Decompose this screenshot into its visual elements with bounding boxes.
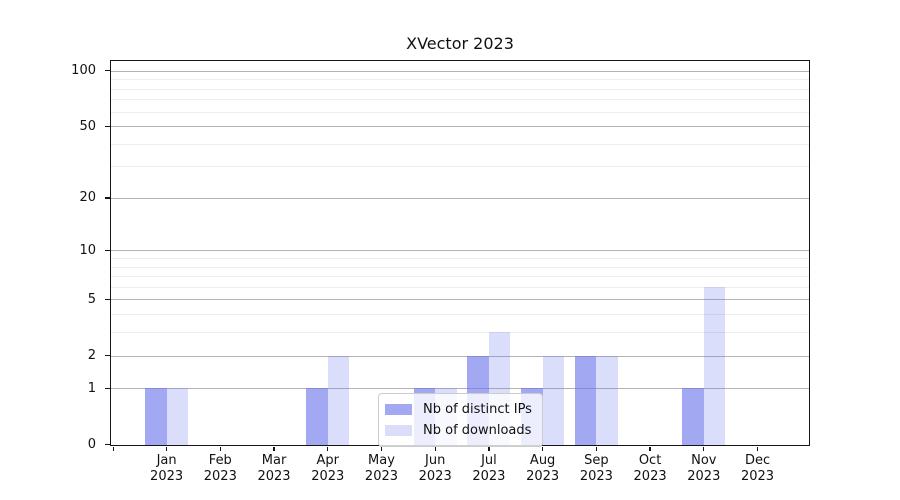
x-tick-mark <box>488 446 490 451</box>
bar-downloads-apr <box>327 355 350 446</box>
gridline-major <box>110 250 810 252</box>
gridline-minor <box>110 79 810 81</box>
gridline-major <box>110 126 810 128</box>
bar-distinct-ips-jan <box>145 388 167 446</box>
x-tick-mark <box>703 446 705 451</box>
legend-label: Nb of distinct IPs <box>423 402 532 417</box>
y-tick-label: 0 <box>87 437 96 452</box>
y-tick-label: 2 <box>87 348 96 364</box>
y-tick-mark <box>104 70 110 72</box>
gridline-minor <box>110 111 810 113</box>
bar-downloads-aug <box>542 355 565 446</box>
bar-downloads-sep <box>596 355 618 446</box>
y-tick-label: 1 <box>87 380 96 396</box>
gridline-minor <box>110 143 810 145</box>
gridline-minor <box>110 276 810 278</box>
gridline-minor <box>110 99 810 101</box>
x-tick-mark <box>166 446 168 451</box>
y-tick-label: 5 <box>87 291 96 307</box>
x-tick-mark-edge <box>112 446 115 451</box>
x-tick-label: Aug 2023 <box>526 452 560 485</box>
gridline-major <box>110 197 810 199</box>
bar-distinct-ips-nov <box>682 388 704 446</box>
x-tick-label: Sep 2023 <box>579 452 613 485</box>
y-tick-mark <box>104 355 110 357</box>
x-tick-mark <box>542 446 544 451</box>
x-tick-label: Jul 2023 <box>472 452 506 485</box>
x-tick-label: Nov 2023 <box>687 452 721 485</box>
x-tick-label: Apr 2023 <box>311 452 345 485</box>
gridline-major <box>110 355 810 357</box>
gridline-minor <box>110 88 810 90</box>
gridline-major <box>110 299 810 301</box>
bar-downloads-jan <box>166 388 189 446</box>
legend-swatch-downloads <box>385 425 412 436</box>
y-tick-label: 100 <box>71 63 96 79</box>
legend-swatch-distinct-ips <box>385 404 412 415</box>
y-tick-mark <box>104 249 110 252</box>
x-tick-mark <box>327 446 329 451</box>
gridline-minor <box>110 266 810 268</box>
bar-distinct-ips-sep <box>574 355 597 446</box>
x-tick-label: May 2023 <box>364 452 399 485</box>
x-tick-label: Mar 2023 <box>257 452 291 485</box>
y-tick-label: 50 <box>79 118 96 134</box>
legend-row: Nb of distinct IPs <box>385 399 534 420</box>
gridline-minor <box>110 258 810 259</box>
y-tick-label: 10 <box>79 242 96 258</box>
bar-downloads-nov <box>703 286 726 446</box>
gridline-minor <box>110 332 810 334</box>
y-tick-label: 20 <box>79 190 96 206</box>
gridline-minor <box>110 166 810 168</box>
x-tick-mark <box>380 446 383 451</box>
x-tick-mark <box>756 446 759 451</box>
bar-distinct-ips-apr <box>306 388 328 446</box>
y-tick-mark <box>104 197 110 199</box>
x-tick-mark <box>219 446 222 451</box>
y-tick-mark <box>104 125 110 127</box>
legend: Nb of distinct IPs Nb of downloads <box>378 393 543 447</box>
x-tick-label: Jan 2023 <box>150 452 184 485</box>
x-tick-label: Feb 2023 <box>203 452 237 485</box>
y-tick-mark <box>104 444 110 446</box>
y-tick-mark <box>104 298 110 301</box>
gridline-major <box>110 70 810 72</box>
gridline-minor <box>110 286 810 288</box>
x-tick-label: Jun 2023 <box>418 452 452 485</box>
legend-row: Nb of downloads <box>385 420 534 441</box>
chart-title: XVector 2023 <box>406 34 514 53</box>
gridline-major <box>110 388 810 390</box>
legend-label: Nb of downloads <box>423 423 532 438</box>
x-tick-mark <box>273 446 275 451</box>
x-tick-mark <box>649 446 651 451</box>
x-tick-label: Dec 2023 <box>740 452 775 485</box>
x-tick-mark <box>434 446 436 451</box>
y-tick-mark <box>104 387 110 390</box>
gridline-minor <box>110 314 810 316</box>
plot-area <box>110 60 810 446</box>
x-tick-mark <box>595 446 598 451</box>
x-tick-label: Oct 2023 <box>633 452 667 485</box>
